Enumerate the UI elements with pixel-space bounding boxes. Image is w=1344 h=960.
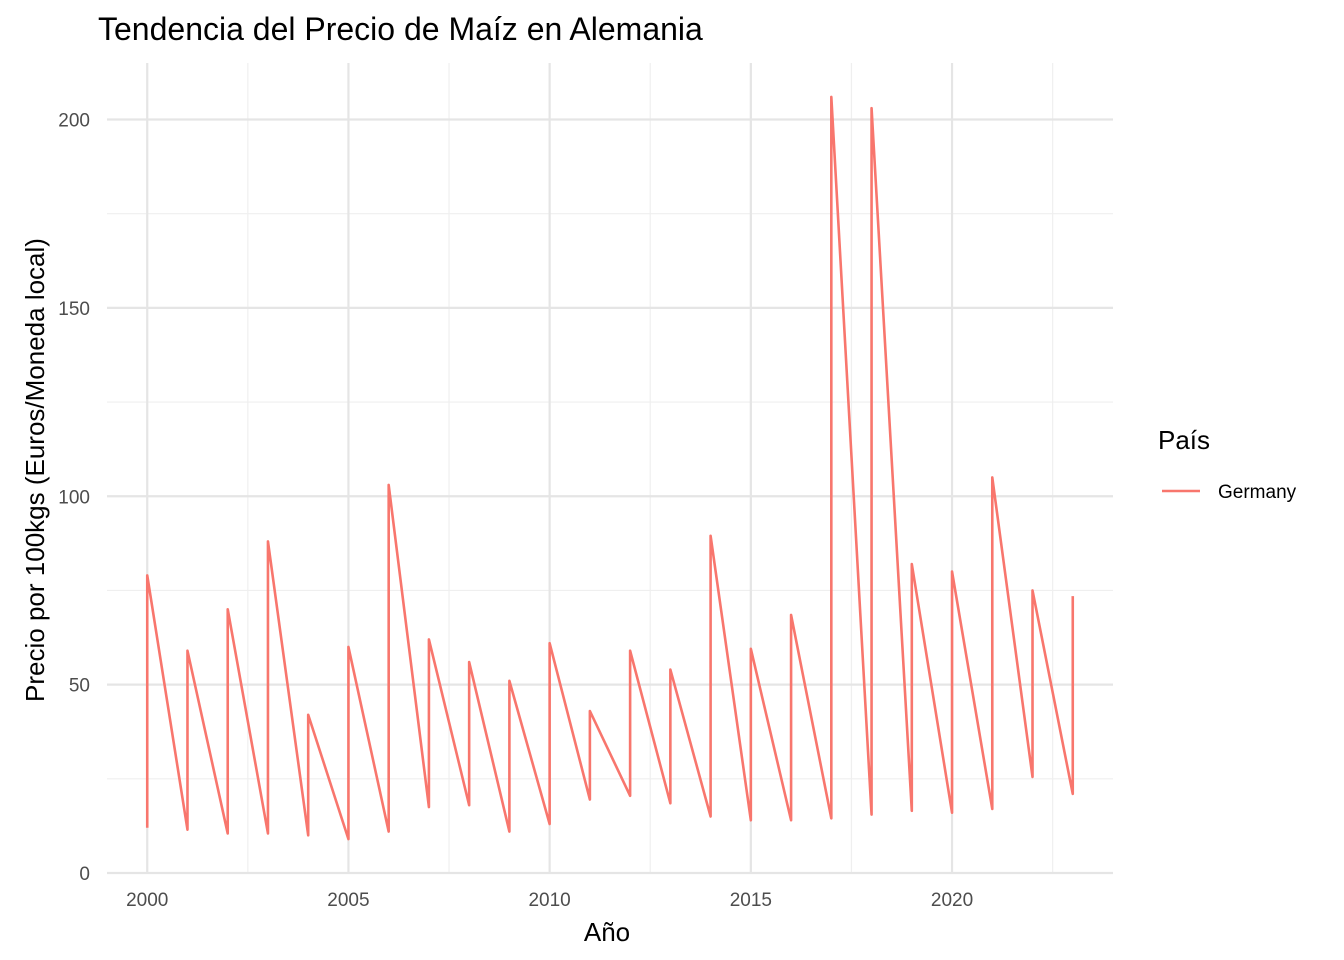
x-tick-label: 2005 <box>327 890 369 911</box>
y-tick-label: 200 <box>58 111 90 132</box>
legend-label-germany: Germany <box>1218 482 1297 503</box>
plot-series <box>145 95 1075 841</box>
x-tick-label: 2020 <box>931 890 973 911</box>
chart-title: Tendencia del Precio de Maíz en Alemania <box>98 11 703 47</box>
legend: País Germany <box>1158 425 1297 503</box>
y-tick-label: 50 <box>69 676 90 697</box>
x-tick-label: 2010 <box>528 890 570 911</box>
y-tick-label: 150 <box>58 299 90 320</box>
y-tick-label: 100 <box>58 487 90 508</box>
y-axis-title: Precio por 100kgs (Euros/Moneda local) <box>20 238 50 702</box>
y-tick-label: 0 <box>79 864 90 885</box>
series-line-germany <box>145 95 1075 841</box>
x-tick-label: 2015 <box>730 890 772 911</box>
legend-title: País <box>1158 425 1210 455</box>
axis-ticks: 2000 2005 2010 2015 2020 0 50 100 150 200 <box>58 111 973 911</box>
x-tick-label: 2000 <box>126 890 168 911</box>
x-axis-title: Año <box>584 917 630 947</box>
